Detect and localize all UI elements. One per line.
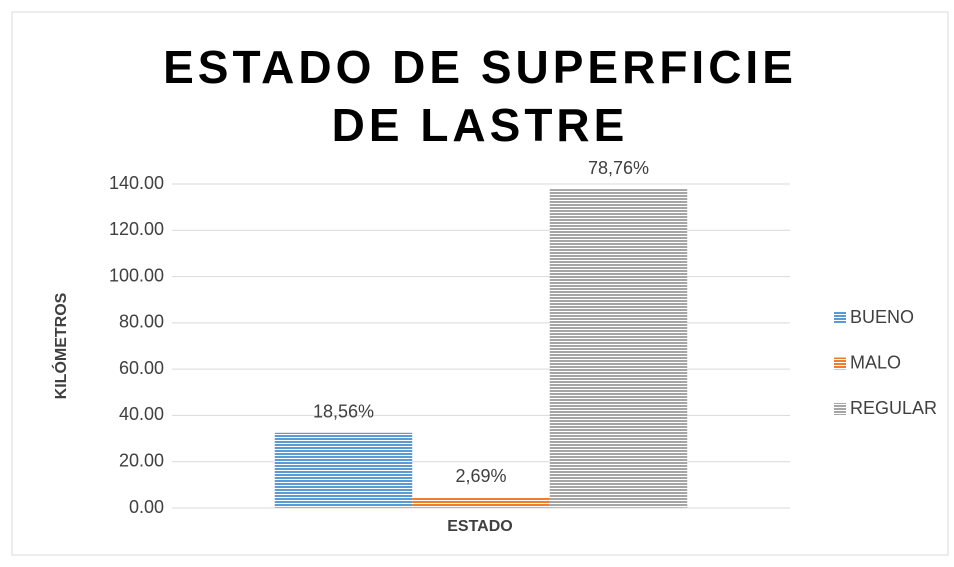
x-axis-label: ESTADO <box>447 518 512 535</box>
data-label: 18,56% <box>313 402 374 422</box>
legend-swatch <box>834 403 846 415</box>
y-tick-label: 0.00 <box>129 497 164 517</box>
y-tick-label: 60.00 <box>119 358 164 378</box>
chart-border <box>11 11 949 556</box>
y-tick-label: 40.00 <box>119 404 164 424</box>
bar <box>274 432 413 508</box>
y-tick-label: 140.00 <box>109 173 164 193</box>
y-tick-label: 100.00 <box>109 265 164 285</box>
legend-swatch <box>834 357 846 370</box>
data-label: 2,69% <box>455 466 506 486</box>
data-label: 78,76% <box>588 158 649 178</box>
y-tick-label: 80.00 <box>119 312 164 332</box>
bar <box>549 189 688 508</box>
bar <box>412 497 550 508</box>
legend-label: MALO <box>850 352 901 372</box>
legend-swatch <box>834 312 846 324</box>
chart-title: ESTADO DE SUPERFICIE DE LASTRE <box>163 41 797 151</box>
legend-label: BUENO <box>850 307 914 327</box>
y-tick-label: 120.00 <box>109 219 164 239</box>
y-tick-label: 20.00 <box>119 450 164 470</box>
legend-label: REGULAR <box>850 398 937 418</box>
y-axis-label: KILÓMETROS <box>51 292 70 399</box>
